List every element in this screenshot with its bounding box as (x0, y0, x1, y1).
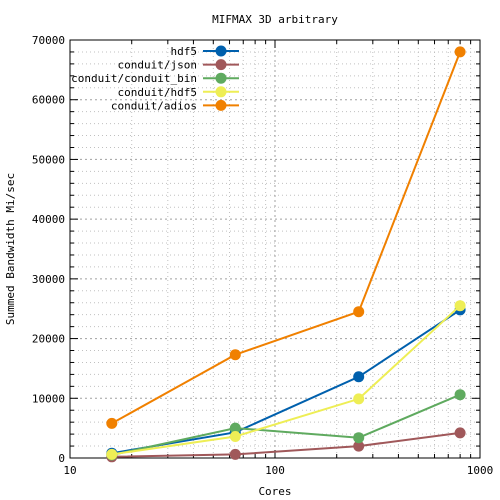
data-point (454, 46, 466, 58)
legend-label: conduit/json (118, 59, 197, 72)
y-tick-label: 10000 (32, 392, 65, 405)
y-axis-title: Summed Bandwidth Mi/sec (4, 173, 17, 325)
data-point (454, 300, 466, 312)
data-point (353, 371, 365, 383)
y-tick-label: 40000 (32, 213, 65, 226)
series-line (111, 51, 462, 425)
series-line (111, 304, 461, 456)
x-axis-title: Cores (258, 485, 291, 498)
series-layer (106, 46, 466, 463)
legend-label: conduit/conduit_bin (71, 72, 197, 85)
legend-swatch-marker (215, 86, 227, 98)
y-tick-label: 60000 (32, 94, 65, 107)
series-line (111, 309, 461, 455)
legend-item: conduit/adios (111, 99, 239, 112)
chart-title: MIFMAX 3D arbitrary (212, 13, 338, 26)
data-point (353, 432, 365, 444)
data-point (106, 448, 118, 460)
data-point (454, 389, 466, 401)
series-line (111, 431, 461, 458)
y-tick-label: 0 (58, 452, 65, 465)
y-tick-label: 50000 (32, 153, 65, 166)
grid-lines (70, 40, 480, 458)
y-tick-label: 20000 (32, 333, 65, 346)
legend-swatch-marker (215, 72, 227, 84)
series-conduit-hdf5 (106, 300, 466, 460)
data-point (229, 422, 241, 434)
y-tick-label: 70000 (32, 34, 65, 47)
x-tick-label: 1000 (467, 464, 494, 477)
data-point (353, 306, 365, 318)
series-line (111, 393, 461, 456)
data-point (353, 393, 365, 405)
legend-item: conduit/json (118, 59, 239, 72)
series-conduit-adios (106, 46, 466, 429)
legend-label: hdf5 (171, 45, 198, 58)
legend-item: conduit/hdf5 (118, 86, 239, 99)
data-point (454, 427, 466, 439)
x-tick-label: 100 (265, 464, 285, 477)
legend-item: conduit/conduit_bin (71, 72, 239, 85)
axis-ticks: 0 10000 20000 30000 40000 50000 60000 70000 10 10… (32, 34, 493, 477)
data-point (106, 417, 118, 429)
legend-swatch-marker (215, 99, 227, 111)
data-point (229, 349, 241, 361)
data-point (353, 440, 365, 452)
y-tick-label: 30000 (32, 273, 65, 286)
x-tick-label: 10 (63, 464, 76, 477)
data-point (229, 448, 241, 460)
legend-item: hdf5 (171, 45, 239, 58)
legend: hdf5conduit/jsonconduit/conduit_bincondu… (71, 45, 239, 112)
legend-swatch-marker (215, 59, 227, 71)
legend-label: conduit/adios (111, 99, 197, 112)
data-point (229, 431, 241, 442)
legend-label: conduit/hdf5 (118, 86, 197, 99)
legend-swatch-marker (215, 45, 227, 57)
